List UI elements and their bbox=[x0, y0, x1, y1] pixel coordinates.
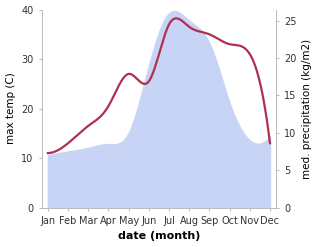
X-axis label: date (month): date (month) bbox=[118, 231, 200, 242]
Y-axis label: med. precipitation (kg/m2): med. precipitation (kg/m2) bbox=[302, 39, 313, 179]
Y-axis label: max temp (C): max temp (C) bbox=[5, 73, 16, 144]
